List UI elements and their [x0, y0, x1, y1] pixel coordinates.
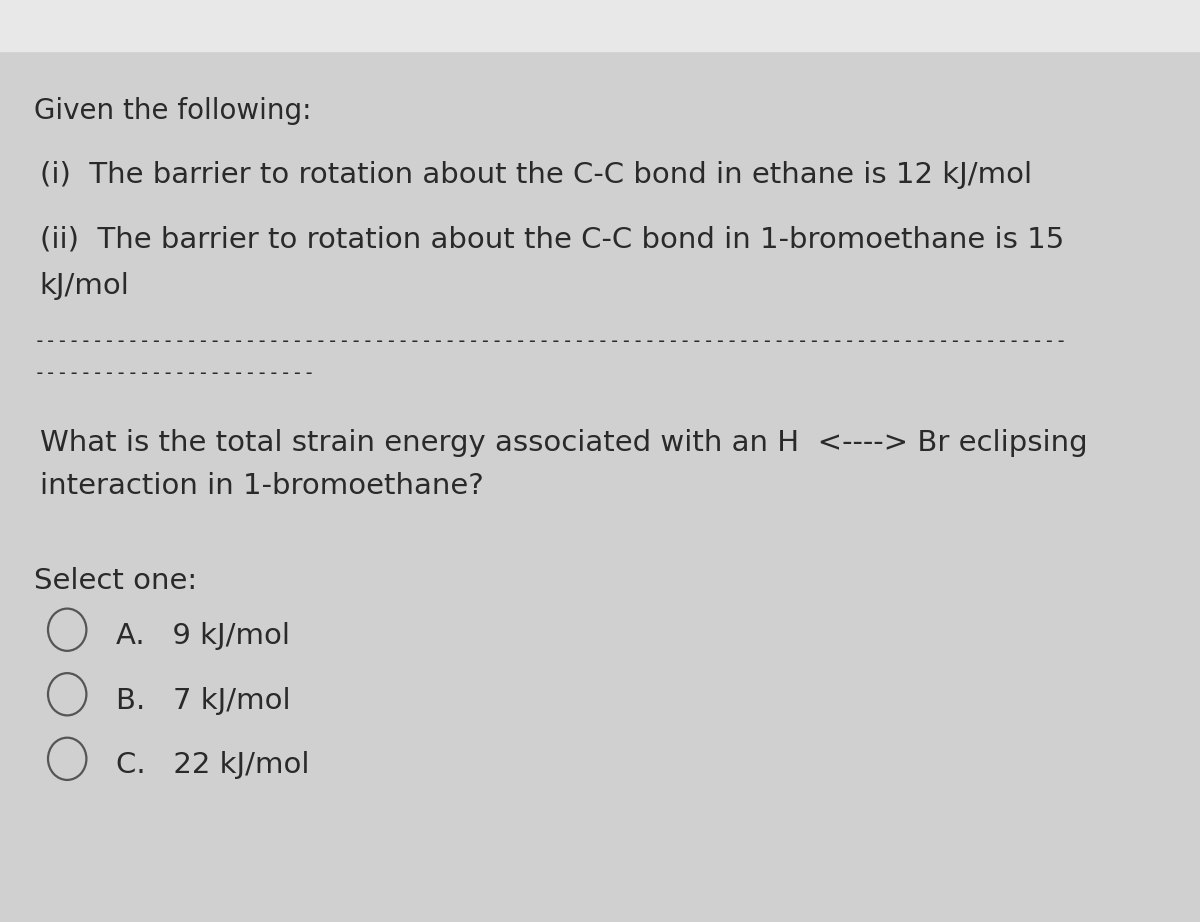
- Text: B.   7 kJ/mol: B. 7 kJ/mol: [116, 687, 292, 715]
- Text: Select one:: Select one:: [34, 567, 197, 595]
- Text: C.   22 kJ/mol: C. 22 kJ/mol: [116, 751, 310, 779]
- Bar: [0, 0, 1200, 51]
- Text: interaction in 1-bromoethane?: interaction in 1-bromoethane?: [40, 472, 484, 500]
- Text: A.   9 kJ/mol: A. 9 kJ/mol: [116, 622, 290, 650]
- Text: --------------------------------------------------------------------------------: ----------------------------------------…: [34, 332, 1068, 351]
- Text: (i)  The barrier to rotation about the C-C bond in ethane is 12 kJ/mol: (i) The barrier to rotation about the C-…: [40, 161, 1032, 189]
- Text: Given the following:: Given the following:: [34, 97, 311, 124]
- Text: What is the total strain energy associated with an H  <----> Br eclipsing: What is the total strain energy associat…: [40, 429, 1087, 456]
- Text: kJ/mol: kJ/mol: [40, 272, 130, 300]
- Text: (ii)  The barrier to rotation about the C-C bond in 1-bromoethane is 15: (ii) The barrier to rotation about the C…: [40, 226, 1064, 254]
- Text: ------------------------: ------------------------: [34, 364, 316, 384]
